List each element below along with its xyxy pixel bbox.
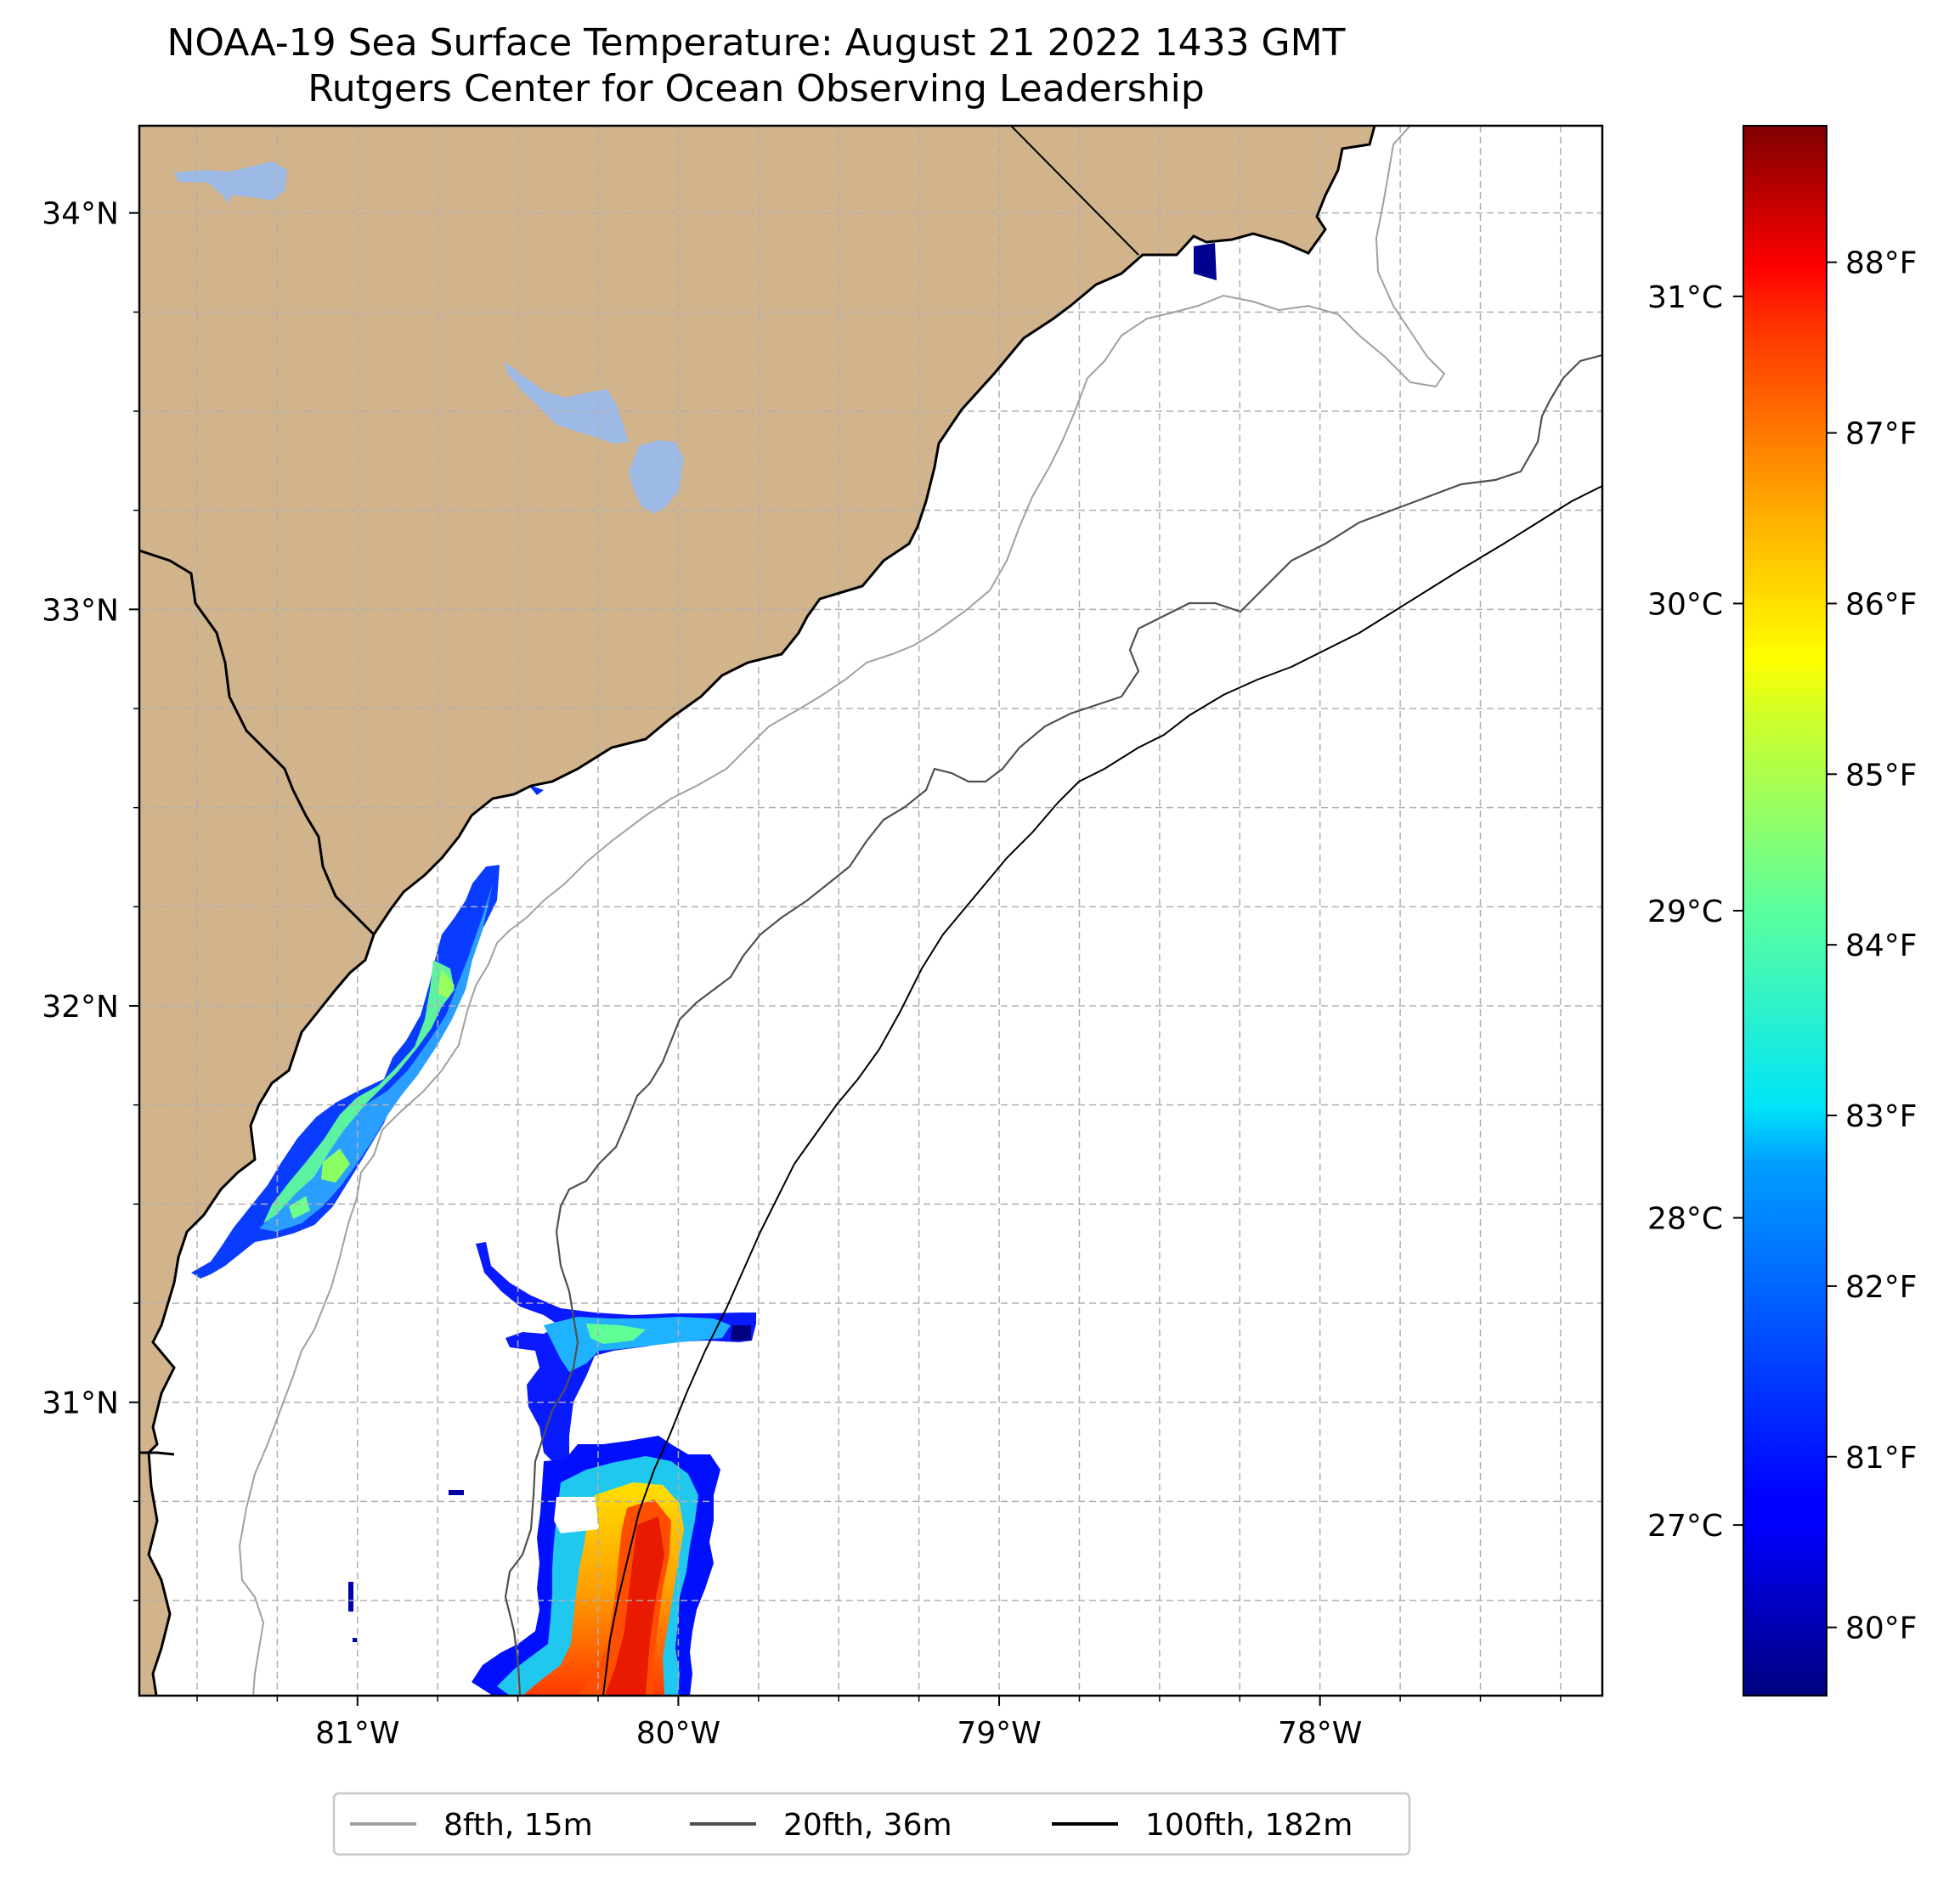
colorbar-label-f: 83°F	[1845, 1099, 1918, 1134]
colorbar-celsius-axis: 27°C 28°C 29°C 30°C 31°C	[1647, 280, 1743, 1544]
lon-label: 79°W	[957, 1716, 1041, 1751]
coastline	[147, 126, 1376, 1696]
isobath-20fth	[504, 353, 1602, 1696]
colorbar-label-c: 31°C	[1647, 280, 1723, 315]
sst-patch	[731, 1325, 751, 1341]
axis-labels: 81°W 80°W 79°W 78°W 34°N 33°N 32°N 31°N	[42, 197, 1562, 1751]
colorbar: 80°F 81°F 82°F 83°F 84°F 85°F 86°F 87°F 88°F 27°…	[1647, 125, 1918, 1697]
lon-label: 81°W	[315, 1716, 399, 1751]
colorbar-label-f: 85°F	[1845, 758, 1918, 793]
sst-patch	[289, 1196, 310, 1219]
lake	[504, 361, 629, 443]
sst-data	[191, 243, 1217, 1696]
lon-label: 80°W	[636, 1716, 720, 1751]
isobath-100fth	[602, 485, 1602, 1696]
legend: 8fth, 15m 20fth, 36m 100fth, 182m	[332, 1792, 1411, 1856]
colorbar-label-f: 88°F	[1845, 246, 1918, 281]
county-boundary	[139, 549, 376, 936]
map-title: NOAA-19 Sea Surface Temperature: August …	[167, 21, 1346, 65]
colorbar-label-f: 80°F	[1845, 1612, 1918, 1646]
map-frame	[138, 124, 1604, 1697]
graticule	[139, 126, 1602, 1696]
lat-label: 34°N	[42, 197, 119, 232]
sst-patch	[353, 1638, 357, 1642]
colorbar-fahrenheit-axis: 80°F 81°F 82°F 83°F 84°F 85°F 86°F 87°F 88°F	[1827, 246, 1918, 1646]
state-boundary	[1010, 126, 1139, 256]
lat-label: 31°N	[42, 1386, 119, 1421]
legend-label: 100fth, 182m	[1145, 1808, 1353, 1843]
colorbar-label-c: 28°C	[1647, 1202, 1723, 1237]
colorbar-label-c: 27°C	[1647, 1509, 1723, 1544]
lake	[629, 440, 684, 514]
colorbar-label-f: 81°F	[1845, 1441, 1918, 1476]
sst-patch	[528, 785, 544, 795]
lat-label: 33°N	[42, 593, 119, 628]
sst-patch	[321, 1149, 350, 1183]
lon-label: 78°W	[1278, 1716, 1362, 1751]
county-boundary	[139, 1451, 175, 1456]
legend-frame	[332, 1792, 1411, 1856]
colorbar-label-c: 30°C	[1647, 587, 1723, 622]
sst-patch	[263, 960, 455, 1223]
colorbar-gradient	[1743, 125, 1827, 1697]
lake	[174, 161, 287, 204]
legend-label: 20fth, 36m	[783, 1808, 952, 1843]
sst-patch	[476, 1242, 756, 1463]
colorbar-label-f: 82°F	[1845, 1270, 1918, 1305]
colorbar-label-f: 87°F	[1845, 417, 1918, 452]
sst-patch	[191, 865, 500, 1279]
colorbar-label-f: 84°F	[1845, 929, 1918, 963]
legend-label: 8fth, 15m	[443, 1808, 593, 1843]
sst-patch	[554, 1497, 599, 1533]
sst-patch	[449, 1490, 464, 1495]
sst-patch	[586, 1324, 646, 1344]
sst-patch	[348, 1582, 353, 1612]
sst-patch	[1194, 243, 1217, 280]
lat-label: 32°N	[42, 990, 119, 1025]
colorbar-label-f: 86°F	[1845, 587, 1918, 622]
sst-patch	[605, 1516, 664, 1696]
colorbar-label-c: 29°C	[1647, 895, 1723, 929]
map-subtitle: Rutgers Center for Ocean Observing Leade…	[308, 67, 1205, 110]
sst-patch	[438, 968, 455, 998]
land	[139, 126, 1375, 1696]
isobath-8fth	[238, 126, 1446, 1696]
